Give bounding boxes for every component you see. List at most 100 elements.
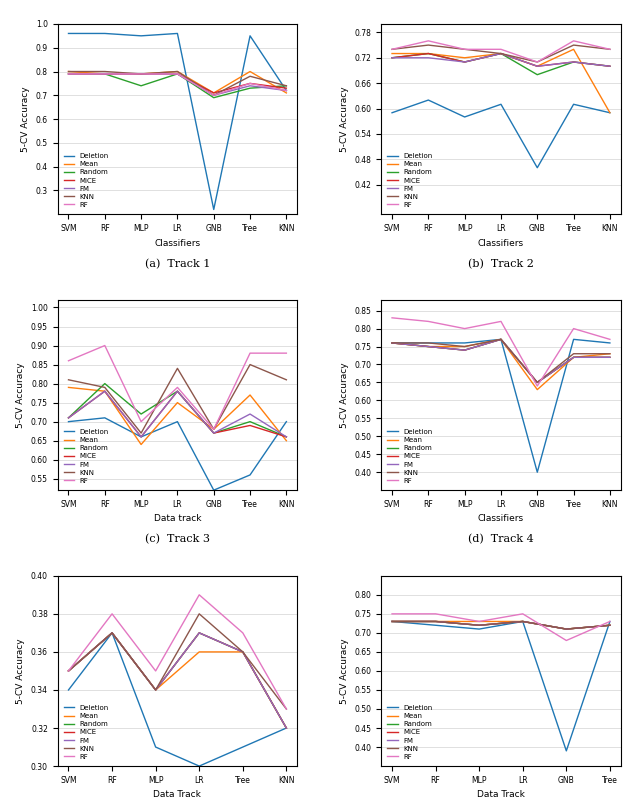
FM	[461, 57, 468, 67]
KNN	[606, 45, 614, 54]
Line: RF: RF	[68, 595, 286, 709]
Line: RF: RF	[68, 74, 286, 95]
KNN	[497, 334, 505, 344]
Deletion	[65, 417, 72, 426]
FM	[563, 624, 570, 634]
Mean	[461, 342, 468, 351]
RF	[534, 381, 541, 391]
Mean	[570, 353, 577, 362]
MICE	[534, 61, 541, 71]
Line: KNN: KNN	[392, 339, 610, 382]
FM	[519, 617, 527, 626]
MICE	[534, 377, 541, 387]
Y-axis label: 5-CV Accuracy: 5-CV Accuracy	[17, 638, 26, 704]
Random	[282, 723, 290, 733]
MICE	[563, 624, 570, 634]
KNN	[173, 364, 181, 373]
RF	[497, 45, 505, 54]
FM	[101, 386, 109, 396]
Legend: Deletion, Mean, Random, MICE, FM, KNN, RF: Deletion, Mean, Random, MICE, FM, KNN, R…	[61, 702, 112, 763]
Mean	[137, 440, 145, 449]
MICE	[65, 413, 72, 423]
FM	[65, 413, 72, 423]
X-axis label: Data track: Data track	[154, 515, 201, 523]
KNN	[239, 647, 246, 657]
Mean	[461, 53, 468, 62]
Random	[137, 81, 145, 91]
RF	[65, 69, 72, 79]
Random	[65, 666, 72, 676]
Deletion	[195, 761, 203, 771]
Line: Random: Random	[392, 622, 610, 629]
FM	[461, 346, 468, 355]
FM	[388, 617, 396, 626]
KNN	[388, 617, 396, 626]
Mean	[497, 49, 505, 58]
Line: Random: Random	[392, 339, 610, 382]
FM	[173, 69, 181, 79]
MICE	[424, 49, 432, 58]
Mean	[65, 666, 72, 676]
Line: Mean: Mean	[392, 49, 610, 113]
Mean	[239, 647, 246, 657]
Legend: Deletion, Mean, Random, MICE, FM, KNN, RF: Deletion, Mean, Random, MICE, FM, KNN, R…	[61, 426, 112, 487]
X-axis label: Data Track: Data Track	[154, 790, 202, 798]
MICE	[606, 621, 614, 630]
MICE	[606, 61, 614, 71]
Line: Deletion: Deletion	[392, 622, 610, 751]
Deletion	[388, 108, 396, 117]
Mean	[606, 621, 614, 630]
KNN	[476, 621, 483, 630]
Line: Deletion: Deletion	[392, 339, 610, 472]
MICE	[388, 617, 396, 626]
KNN	[137, 429, 145, 438]
MICE	[570, 353, 577, 362]
Deletion	[65, 685, 72, 695]
MICE	[101, 386, 109, 396]
Mean	[108, 628, 116, 638]
Random	[173, 69, 181, 79]
MICE	[282, 723, 290, 733]
Deletion	[461, 113, 468, 122]
Deletion	[101, 413, 109, 423]
Line: Deletion: Deletion	[68, 34, 286, 210]
Random	[476, 621, 483, 630]
Deletion	[476, 624, 483, 634]
Deletion	[606, 338, 614, 348]
Deletion	[282, 85, 290, 95]
Mean	[534, 61, 541, 71]
Mean	[152, 685, 159, 695]
Deletion	[173, 417, 181, 426]
Title: (c)  Track 3: (c) Track 3	[145, 535, 210, 545]
FM	[65, 69, 72, 79]
RF	[388, 609, 396, 618]
MICE	[476, 621, 483, 630]
Deletion	[606, 108, 614, 117]
Random	[424, 49, 432, 58]
Random	[534, 70, 541, 80]
RF	[137, 417, 145, 426]
MICE	[195, 628, 203, 638]
MICE	[497, 334, 505, 344]
KNN	[424, 40, 432, 49]
FM	[534, 61, 541, 71]
MICE	[461, 346, 468, 355]
Y-axis label: 5-CV Accuracy: 5-CV Accuracy	[21, 86, 30, 152]
MICE	[570, 57, 577, 67]
KNN	[570, 40, 577, 49]
Deletion	[210, 205, 218, 215]
Line: MICE: MICE	[68, 74, 286, 93]
Mean	[476, 617, 483, 626]
Mean	[65, 67, 72, 77]
RF	[476, 617, 483, 626]
RF	[432, 609, 440, 618]
Line: RF: RF	[392, 41, 610, 62]
Y-axis label: 5-CV Accuracy: 5-CV Accuracy	[340, 86, 349, 152]
MICE	[282, 83, 290, 93]
MICE	[282, 432, 290, 441]
MICE	[246, 79, 254, 89]
KNN	[246, 72, 254, 81]
Mean	[195, 647, 203, 657]
RF	[173, 69, 181, 79]
Line: FM: FM	[68, 391, 286, 437]
